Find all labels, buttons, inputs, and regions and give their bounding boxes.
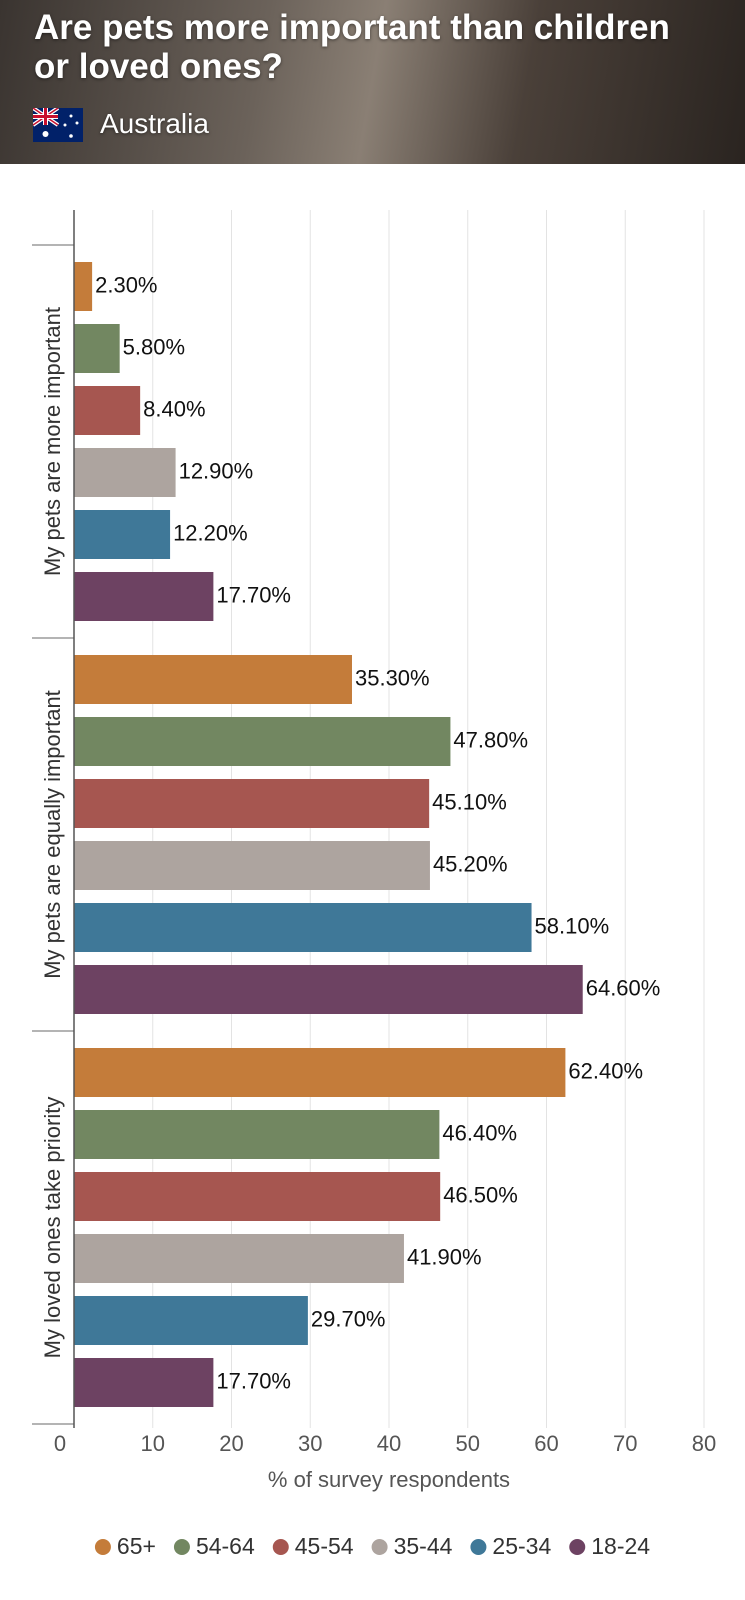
legend-label: 45-54 <box>295 1533 354 1559</box>
bar <box>74 386 141 435</box>
value-label: 64.60% <box>586 975 661 1000</box>
legend-swatch <box>272 1539 289 1555</box>
legend-swatch <box>470 1539 487 1555</box>
x-axis-label: % of survey respondents <box>268 1467 510 1492</box>
legend-label: 54-64 <box>196 1533 255 1559</box>
bar <box>74 262 93 311</box>
x-tick-label: 60 <box>534 1431 558 1456</box>
bar <box>74 448 176 497</box>
value-label: 62.40% <box>568 1058 643 1083</box>
value-label: 46.40% <box>442 1120 517 1145</box>
value-label: 35.30% <box>355 665 430 690</box>
legend-label: 18-24 <box>591 1533 650 1559</box>
category-label: My pets are more important <box>40 307 65 576</box>
value-label: 41.90% <box>407 1244 482 1269</box>
legend-swatch <box>371 1539 388 1555</box>
bar <box>74 510 171 559</box>
x-tick-label: 10 <box>141 1431 165 1456</box>
bar <box>74 1048 566 1097</box>
legend: 65+ 54-64 45-54 35-44 25-34 18-24 <box>94 1533 650 1559</box>
value-label: 5.80% <box>123 334 185 359</box>
legend-label: 65+ <box>117 1533 156 1559</box>
bar <box>74 1110 440 1159</box>
value-label: 12.20% <box>173 520 248 545</box>
bar <box>74 841 430 890</box>
x-tick-label: 30 <box>298 1431 322 1456</box>
x-tick-label: 40 <box>377 1431 401 1456</box>
legend-swatch <box>569 1539 586 1555</box>
bar <box>74 903 532 952</box>
value-label: 45.10% <box>432 789 507 814</box>
bar <box>74 655 352 704</box>
bar <box>74 717 451 766</box>
legend-swatch <box>94 1539 111 1555</box>
bar <box>74 1234 404 1283</box>
x-tick-label: 80 <box>692 1431 716 1456</box>
value-label: 58.10% <box>535 913 610 938</box>
chart-title: Are pets more important than children or… <box>34 8 670 86</box>
bar <box>74 324 120 373</box>
flag <box>33 108 83 142</box>
x-tick-label: 20 <box>219 1431 243 1456</box>
bar <box>74 572 214 621</box>
value-label: 2.30% <box>95 272 157 297</box>
category-label: My pets are equally important <box>40 690 65 979</box>
header: Are pets more important than children or… <box>0 0 745 164</box>
value-label: 17.70% <box>216 582 291 607</box>
category-label: My loved ones take priority <box>40 1097 65 1359</box>
bar <box>74 1358 214 1407</box>
legend-label: 35-44 <box>394 1533 453 1559</box>
value-label: 17.70% <box>216 1368 291 1393</box>
subtitle: Australia <box>100 108 209 139</box>
legend-swatch <box>173 1539 190 1555</box>
x-tick-label: 0 <box>54 1431 66 1456</box>
value-label: 45.20% <box>433 851 508 876</box>
value-label: 29.70% <box>311 1306 386 1331</box>
x-tick-label: 70 <box>613 1431 637 1456</box>
legend-label: 25-34 <box>492 1533 551 1559</box>
value-label: 46.50% <box>443 1182 518 1207</box>
bar <box>74 779 430 828</box>
value-label: 12.90% <box>179 458 254 483</box>
value-label: 47.80% <box>453 727 528 752</box>
bar <box>74 1296 308 1345</box>
x-tick-label: 50 <box>456 1431 480 1456</box>
bar <box>74 1172 441 1221</box>
bar <box>74 965 583 1014</box>
value-label: 8.40% <box>143 396 205 421</box>
